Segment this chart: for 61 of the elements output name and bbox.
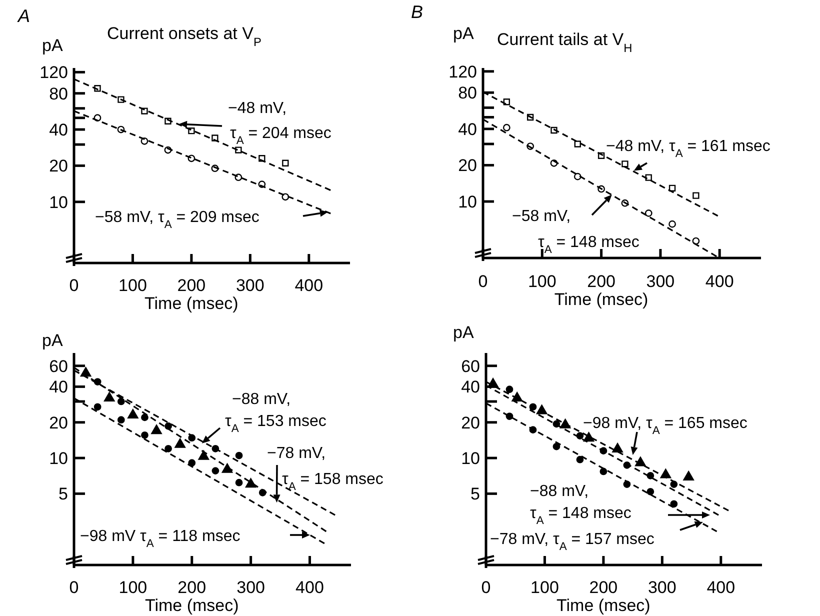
- y-tick-label: 10: [458, 192, 477, 212]
- x-tick-label: 300: [648, 578, 676, 597]
- text: A: [17, 6, 30, 26]
- y-axis-title: pA: [42, 36, 64, 55]
- x-tick-label: 300: [646, 272, 675, 291]
- x-axis-title: Time (msec): [554, 290, 648, 309]
- annotation: −88 mV, τ$_{A}$ = 148 msec: [530, 483, 632, 527]
- chart-title: Current onsets at V$_{P}$: [107, 24, 262, 49]
- y-axis-title: pA: [453, 24, 474, 43]
- y-axis-title: pA: [42, 331, 64, 350]
- x-tick-label: 200: [589, 578, 618, 597]
- x-tick-label: 200: [587, 272, 616, 291]
- annotation: −98 mV τ$_{A}$ = 118 msec: [80, 528, 240, 550]
- x-tick-label: 0: [481, 578, 491, 597]
- text: B: [411, 2, 424, 22]
- annotation: −98 mV, τ$_{A}$ = 165 msec: [583, 415, 748, 437]
- x-tick-label: 0: [69, 276, 79, 295]
- x-tick-label: 400: [705, 272, 734, 291]
- y-tick-label: 40: [49, 120, 68, 140]
- x-tick-label: 400: [294, 276, 324, 295]
- annotation: −48 mV, τ$_{A}$ = 161 msec: [606, 138, 770, 160]
- x-tick-label: 100: [530, 578, 559, 597]
- y-tick-label: 80: [458, 84, 477, 103]
- y-tick-label: 80: [49, 84, 68, 104]
- x-tick-label: 300: [236, 276, 264, 295]
- x-tick-label: 0: [69, 578, 79, 597]
- y-tick-label: 10: [49, 192, 68, 212]
- y-tick-label: 120: [40, 63, 68, 82]
- y-axis-title: pA: [453, 323, 474, 342]
- y-tick-label: 40: [49, 378, 68, 397]
- x-axis-title: Time (msec): [144, 596, 239, 615]
- y-tick-label: 5: [470, 484, 480, 504]
- y-tick-label: 10: [461, 449, 480, 468]
- y-tick-label: 20: [49, 413, 68, 432]
- x-tick-label: 100: [118, 276, 147, 295]
- x-tick-label: 200: [178, 578, 206, 597]
- y-tick-label: 20: [461, 413, 480, 432]
- y-tick-label: 10: [49, 449, 68, 468]
- annotation: −88 mV, τ$_{A}$ = 153 msec: [225, 391, 326, 435]
- x-axis-title: Time (msec): [556, 596, 650, 615]
- x-tick-label: 100: [118, 578, 148, 597]
- annotation: −48 mV, τ$_{A}$ = 204 msec: [228, 100, 332, 147]
- y-tick-label: 20: [458, 156, 477, 176]
- y-tick-label: 60: [49, 356, 68, 376]
- x-tick-label: 100: [528, 272, 556, 291]
- x-tick-label: 300: [236, 578, 265, 597]
- y-tick-label: 20: [49, 156, 68, 176]
- y-tick-label: 40: [461, 378, 480, 397]
- y-tick-label: 40: [458, 120, 477, 139]
- x-axis-title: Time (msec): [144, 294, 238, 313]
- x-tick-label: 0: [478, 272, 488, 291]
- x-tick-label: 400: [296, 578, 324, 597]
- y-tick-label: 60: [461, 356, 480, 376]
- y-tick-label: 120: [448, 62, 477, 82]
- y-tick-label: 5: [58, 484, 68, 504]
- annotation: −58 mV, τ$_{A}$ = 148 msec: [512, 208, 640, 256]
- annotation: −78 mV, τ$_{A}$ = 157 msec: [490, 531, 654, 553]
- x-tick-label: 200: [177, 276, 206, 295]
- annotation: −58 mV, τ$_{A}$ = 209 msec: [95, 209, 260, 231]
- chart-title: Current tails at V$_{H}$: [497, 30, 632, 55]
- x-tick-label: 400: [706, 578, 736, 597]
